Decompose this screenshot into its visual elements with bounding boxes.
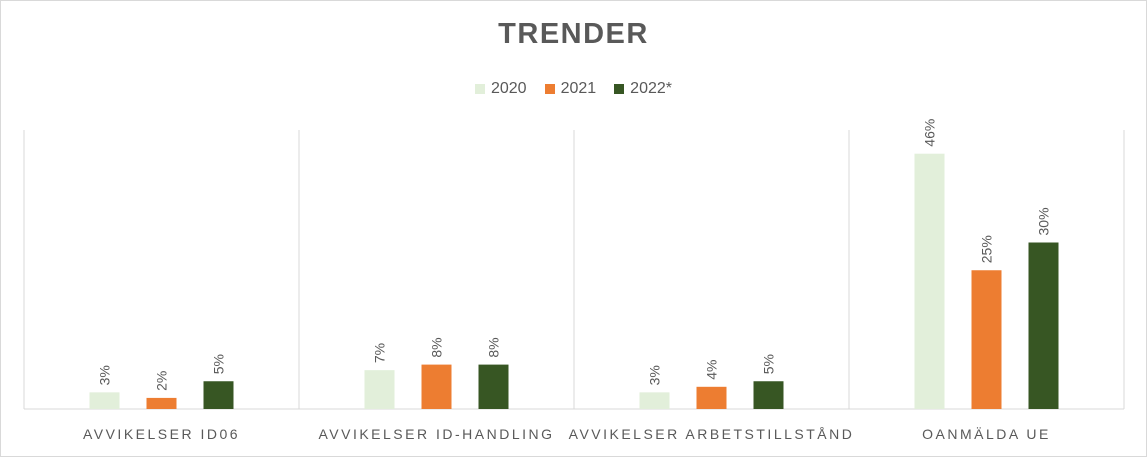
bar-2022-2 bbox=[753, 381, 784, 409]
data-label: 25% bbox=[979, 235, 995, 263]
bar-2020-3 bbox=[914, 153, 945, 409]
data-label: 8% bbox=[486, 337, 502, 357]
data-label: 3% bbox=[647, 365, 663, 385]
legend-label-2020: 2020 bbox=[490, 80, 527, 97]
chart-title: TRENDER bbox=[498, 18, 649, 50]
bar-2021-3 bbox=[971, 270, 1002, 409]
bar-2020-0 bbox=[89, 392, 120, 409]
bar-2022-1 bbox=[478, 364, 509, 409]
data-label: 46% bbox=[922, 119, 938, 147]
data-label: 5% bbox=[761, 354, 777, 374]
data-label: 4% bbox=[704, 360, 720, 380]
bar-2021-2 bbox=[696, 386, 727, 409]
legend-label-2021: 2021 bbox=[560, 80, 597, 97]
legend-item-2020: 2020 bbox=[474, 80, 527, 98]
data-label: 2% bbox=[154, 371, 170, 391]
legend-swatch-2020 bbox=[474, 84, 485, 94]
bar-2022-0 bbox=[203, 381, 234, 409]
legend-item-2022: 2022* bbox=[614, 80, 672, 98]
bar-2021-1 bbox=[421, 364, 452, 409]
category-label: AVVIKELSER ARBETSTILLSTÅND bbox=[569, 426, 855, 442]
category-label: OANMÄLDA UE bbox=[922, 426, 1051, 442]
legend-swatch-2022 bbox=[614, 84, 625, 94]
chart-legend: 2020 2021 2022* bbox=[0, 80, 1147, 98]
category-label: AVVIKELSER ID06 bbox=[83, 426, 240, 442]
legend-swatch-2021 bbox=[544, 84, 555, 94]
data-label: 8% bbox=[429, 337, 445, 357]
bar-2020-2 bbox=[639, 392, 670, 409]
category-label: AVVIKELSER ID-HANDLING bbox=[318, 426, 554, 442]
data-label: 3% bbox=[97, 365, 113, 385]
data-label: 5% bbox=[211, 354, 227, 374]
bar-2020-1 bbox=[364, 370, 395, 409]
bar-2022-3 bbox=[1028, 242, 1059, 409]
data-label: 30% bbox=[1036, 207, 1052, 235]
legend-label-2022: 2022* bbox=[630, 80, 672, 97]
legend-item-2021: 2021 bbox=[544, 80, 597, 98]
data-label: 7% bbox=[372, 343, 388, 363]
bar-2021-0 bbox=[146, 397, 177, 409]
